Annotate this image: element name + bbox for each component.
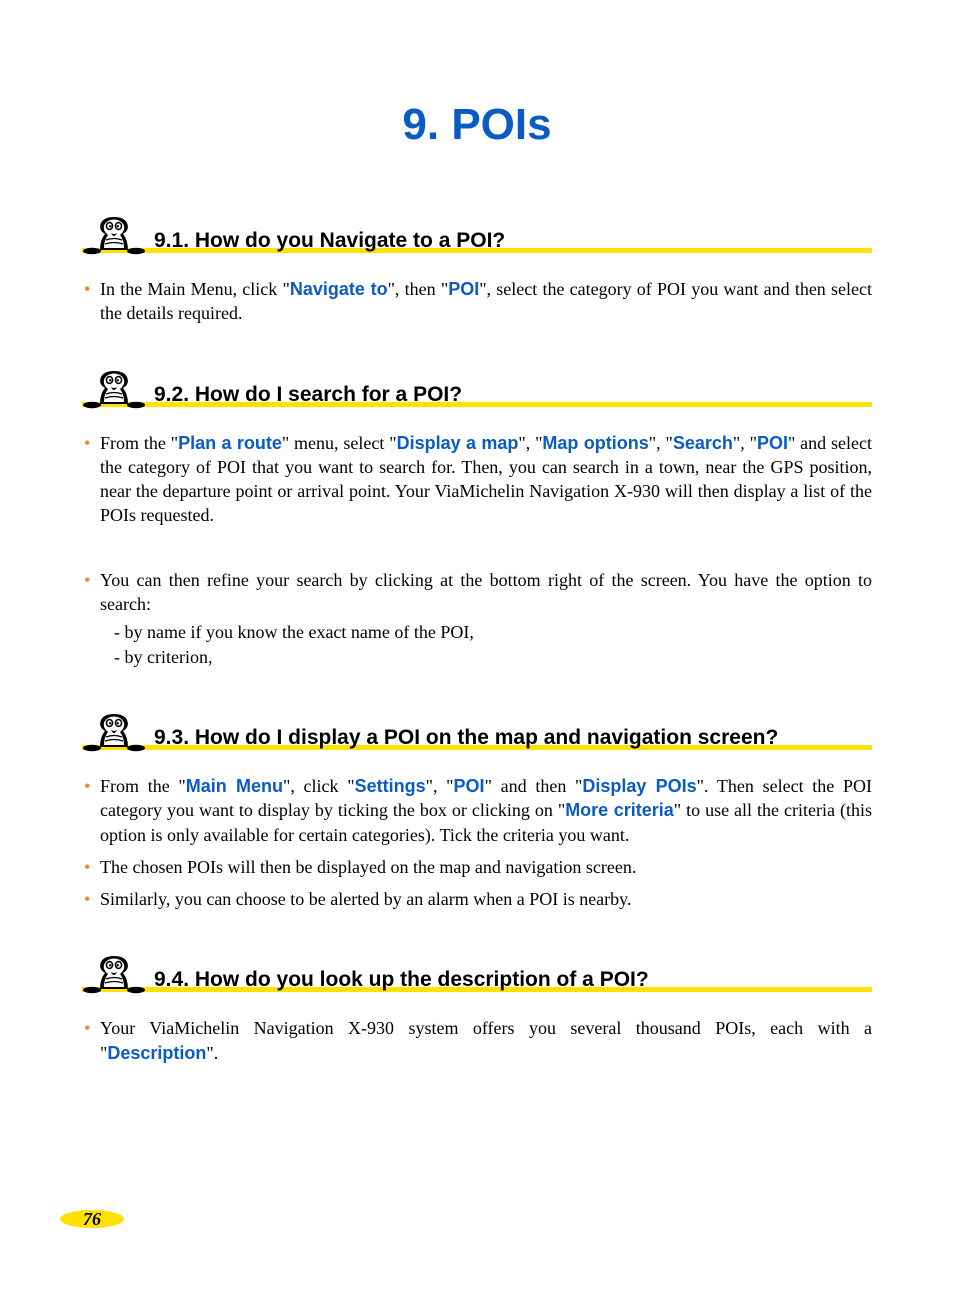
section-9-2-list: From the "Plan a route" menu, select "Di…: [82, 431, 872, 528]
keyword: More criteria: [565, 800, 674, 820]
bibendum-icon: [82, 707, 146, 752]
bibendum-icon: [82, 210, 146, 255]
list-item: Similarly, you can choose to be alerted …: [82, 887, 872, 911]
section-title: 9.4. How do you look up the description …: [154, 968, 649, 992]
body-text: ", ": [426, 776, 454, 796]
body-text: ", ": [649, 433, 673, 453]
keyword: POI: [454, 776, 485, 796]
keyword: Navigate to: [290, 279, 388, 299]
page-number: 76: [60, 1206, 124, 1232]
section-heading-9-3: 9.3. How do I display a POI on the map a…: [82, 707, 872, 752]
body-text: You can then refine your search by click…: [100, 570, 872, 614]
body-text: From the ": [100, 433, 178, 453]
manual-page: 9. POIs 9.1. How do you Navigate to a PO…: [0, 0, 954, 1304]
keyword: POI: [757, 433, 788, 453]
list-item: You can then refine your search by click…: [82, 568, 872, 669]
chapter-title: 9. POIs: [82, 100, 872, 150]
list-item: The chosen POIs will then be displayed o…: [82, 855, 872, 879]
section-9-3-list: From the "Main Menu", click "Settings", …: [82, 774, 872, 911]
sub-list: - by name if you know the exact name of …: [100, 620, 872, 669]
body-text: From the ": [100, 776, 186, 796]
keyword: Map options: [542, 433, 648, 453]
body-text: " and then ": [485, 776, 583, 796]
keyword: Display POIs: [582, 776, 696, 796]
section-heading-9-1: 9.1. How do you Navigate to a POI?: [82, 210, 872, 255]
bibendum-icon: [82, 364, 146, 409]
keyword: Plan a route: [178, 433, 282, 453]
list-item: From the "Main Menu", click "Settings", …: [82, 774, 872, 847]
keyword: Settings: [355, 776, 426, 796]
body-text: ", ": [518, 433, 542, 453]
section-9-1-list: In the Main Menu, click "Navigate to", t…: [82, 277, 872, 326]
body-text: ", click ": [283, 776, 355, 796]
section-title: 9.1. How do you Navigate to a POI?: [154, 229, 505, 253]
body-text: ".: [206, 1043, 218, 1063]
list-item: Your ViaMichelin Navigation X-930 system…: [82, 1016, 872, 1065]
keyword: Description: [107, 1043, 206, 1063]
keyword: Display a map: [397, 433, 519, 453]
keyword: Search: [673, 433, 733, 453]
section-heading-9-2: 9.2. How do I search for a POI?: [82, 364, 872, 409]
sub-item: - by criterion,: [114, 645, 872, 669]
section-title: 9.3. How do I display a POI on the map a…: [154, 726, 778, 750]
list-item: From the "Plan a route" menu, select "Di…: [82, 431, 872, 528]
body-text: " menu, select ": [282, 433, 397, 453]
page-number-badge: 76: [60, 1206, 124, 1232]
keyword: Main Menu: [186, 776, 283, 796]
section-9-2-list-2: You can then refine your search by click…: [82, 568, 872, 669]
bibendum-icon: [82, 949, 146, 994]
keyword: POI: [448, 279, 479, 299]
section-heading-9-4: 9.4. How do you look up the description …: [82, 949, 872, 994]
body-text: ", then ": [388, 279, 449, 299]
section-9-4-list: Your ViaMichelin Navigation X-930 system…: [82, 1016, 872, 1065]
section-title: 9.2. How do I search for a POI?: [154, 383, 462, 407]
body-text: ", ": [733, 433, 757, 453]
list-item: In the Main Menu, click "Navigate to", t…: [82, 277, 872, 326]
body-text: In the Main Menu, click ": [100, 279, 290, 299]
sub-item: - by name if you know the exact name of …: [114, 620, 872, 644]
